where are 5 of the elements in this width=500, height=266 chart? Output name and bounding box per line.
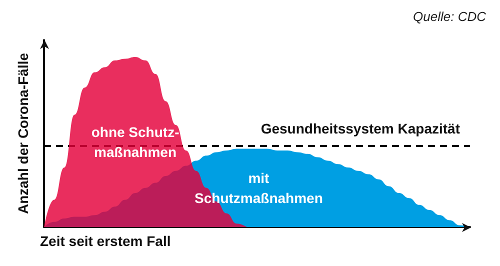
y-axis-title: Anzahl der Corona-Fälle [15,52,31,214]
x-axis-title: Zeit seit erstem Fall [40,233,171,249]
source-note: Quelle: CDC [413,9,487,24]
ref-line-label: Gesundheitssystem Kapazität [260,120,460,136]
series-label: ohne Schutz- maßnahmen [91,124,180,160]
